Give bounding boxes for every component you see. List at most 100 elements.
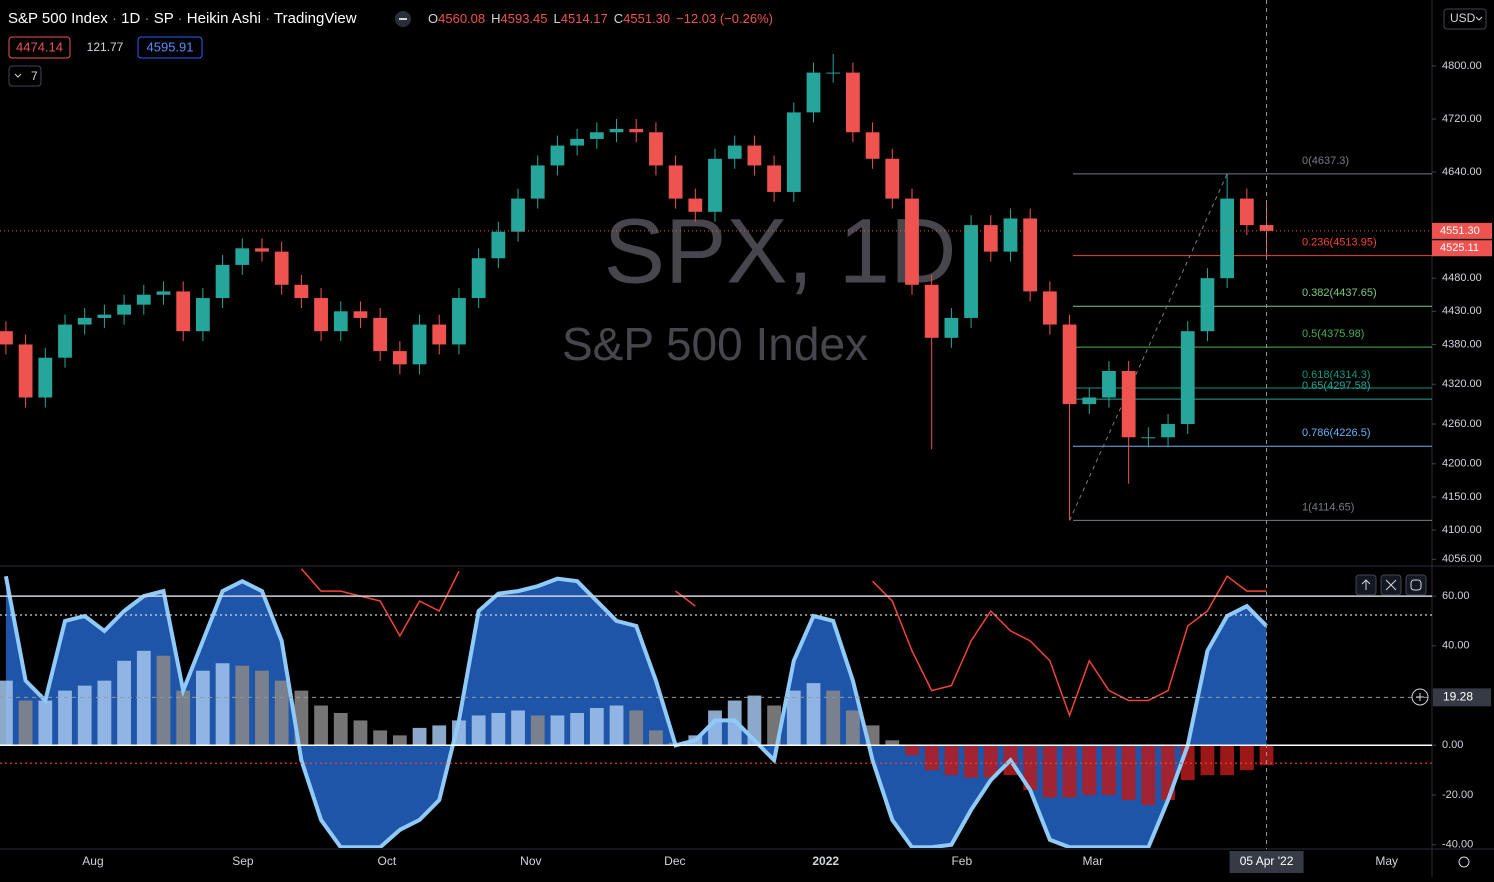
histogram-bar [1239, 745, 1254, 771]
candle-body [846, 72, 860, 133]
fib-label: 1(4114.65) [1302, 501, 1354, 513]
y-tick-label: 4800.00 [1442, 60, 1482, 72]
candle-body [117, 304, 131, 315]
histogram-bar [215, 663, 230, 746]
histogram-bar [1220, 745, 1235, 776]
candle-body [333, 311, 348, 332]
signal-line [300, 568, 1267, 718]
currency-chevron [1475, 16, 1483, 21]
style: Heikin Ashi [187, 10, 261, 27]
y-tick-label: 4380.00 [1442, 338, 1482, 350]
candle-body [688, 198, 703, 212]
x-tick-label: Dec [664, 854, 685, 868]
histogram-bar [97, 680, 112, 746]
x-tick-label: May [1375, 854, 1398, 868]
candle-body [885, 158, 900, 199]
histogram-bar [905, 745, 919, 756]
pane-buttons [1355, 574, 1470, 868]
y-tick-label: 4640.00 [1442, 166, 1482, 178]
candle-body [865, 132, 880, 159]
watermark-subtitle: S&P 500 Index [562, 318, 868, 370]
histogram-bar [1102, 745, 1116, 796]
histogram-bar [156, 655, 171, 746]
candle-body [747, 145, 762, 166]
histogram-bar [432, 725, 447, 746]
histogram-bar [176, 690, 191, 746]
candle-body [314, 298, 328, 332]
box-mid-text: 121.77 [87, 40, 124, 54]
price-tag-label: 4551.30 [1440, 225, 1480, 237]
currency: USD [1450, 11, 1476, 25]
histogram-bar [0, 680, 13, 746]
box-high-text: 4595.91 [147, 39, 194, 54]
fib-label: 0.5(4375.98) [1302, 328, 1364, 340]
currency-button[interactable] [1443, 8, 1487, 30]
indicators-toggle[interactable] [8, 65, 42, 87]
histogram-bar [117, 660, 131, 746]
histogram-bar [806, 683, 821, 746]
histogram-bar [1042, 745, 1057, 798]
histogram-bar [58, 690, 72, 746]
y-tick-label: 4320.00 [1442, 378, 1482, 390]
indicators-count: 7 [31, 69, 38, 83]
wave-edge [3, 575, 1268, 848]
histogram-bar [1062, 745, 1077, 798]
candle-body [136, 294, 151, 305]
candle-body [1121, 370, 1136, 438]
histogram-bar [471, 715, 486, 746]
fib-label: 0.786(4226.5) [1302, 427, 1371, 439]
settings-button[interactable] [1458, 856, 1470, 868]
candle-body [1042, 291, 1057, 325]
y-tick-label: 4260.00 [1442, 418, 1482, 430]
candle-body [806, 72, 821, 113]
histogram-bar [136, 650, 151, 746]
histogram-bar [550, 715, 565, 746]
l-label: L [554, 11, 561, 26]
x-tick-label: Sep [232, 854, 254, 868]
o-value: 4560.08 [438, 11, 485, 26]
box-high[interactable] [137, 36, 203, 59]
h-value: 4593.45 [501, 11, 548, 26]
crosshair-value-box [1433, 688, 1491, 707]
candle-body [530, 165, 545, 199]
candle-body [255, 248, 269, 252]
histogram-bar [885, 740, 900, 746]
candle-body [18, 344, 33, 398]
price-tag-label: 4525.11 [1440, 242, 1479, 254]
interval: 1D [121, 10, 140, 27]
candle-body [353, 311, 368, 318]
candle-body [0, 331, 13, 345]
candle-body [511, 198, 525, 232]
histogram-bar [530, 715, 545, 746]
change: −12.03 (−0.26%) [676, 11, 773, 26]
histogram-bar [1200, 745, 1215, 776]
y-tick-label: 4430.00 [1442, 305, 1482, 317]
fib-label: 0.618(4314.3) [1302, 369, 1371, 381]
maximize-button[interactable] [1405, 574, 1427, 596]
y-tick-label: 4150.00 [1442, 491, 1482, 503]
candle-body [156, 291, 171, 295]
candle-body [727, 145, 742, 159]
histogram-bar [747, 695, 762, 746]
y-tick-label: 4056.00 [1442, 553, 1482, 565]
candle-body [58, 324, 72, 358]
candle-body [570, 138, 585, 146]
c-value: 4551.30 [623, 11, 670, 26]
crosshair-value-label: 19.28 [1443, 690, 1473, 704]
x-tick-label: Mar [1082, 854, 1103, 868]
histogram-bar [353, 720, 368, 746]
histogram-bar [333, 712, 348, 746]
candle-body [550, 145, 565, 166]
candle-body [1200, 278, 1215, 332]
histogram-bar [18, 700, 33, 746]
histogram-bar [1141, 745, 1156, 805]
add-button[interactable] [1411, 688, 1429, 706]
histogram-bar [826, 690, 841, 746]
histogram-bar [412, 727, 427, 746]
histogram-bar [846, 710, 860, 746]
box-low[interactable] [8, 36, 71, 59]
histogram-bar [609, 705, 624, 746]
